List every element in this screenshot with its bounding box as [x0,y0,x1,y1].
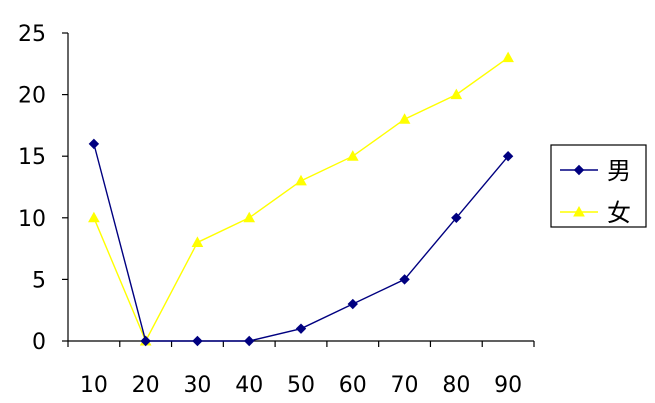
series-female [88,51,514,346]
data-point [192,335,203,347]
data-point [191,236,204,247]
y-tick-label: 0 [32,330,46,355]
axes [62,32,535,347]
legend: 男女 [550,144,647,228]
x-tick-label: 50 [287,373,315,398]
y-tick-label: 20 [18,84,46,109]
x-tick-label: 60 [339,373,367,398]
data-point [450,88,463,100]
legend-label: 男 [607,157,631,185]
y-tick-label: 10 [18,207,46,232]
series-line [93,57,509,343]
series-layer [88,51,514,347]
x-tick-label: 70 [391,373,419,398]
x-tick-label: 90 [494,373,522,398]
x-tick-label: 80 [442,373,470,398]
legend-label: 女 [607,199,631,227]
legend-marker [573,164,585,176]
x-tick-label: 10 [80,373,108,398]
data-point [140,335,151,347]
data-point [295,174,307,186]
series-male [88,138,514,347]
y-tick-label: 5 [32,268,46,293]
legend-marker [573,205,585,217]
data-point [295,323,307,334]
legend-item: 女 [560,199,631,227]
x-tick-label: 20 [132,373,160,398]
data-point [244,335,255,347]
x-tick-label: 40 [235,373,263,398]
y-tick-label: 25 [18,22,46,47]
x-tick-labels: 10 20 30 40 50 60 70 80 90 [80,373,522,398]
data-point [399,274,410,285]
legend-item: 男 [560,157,631,185]
y-tick-label: 15 [18,145,46,170]
data-point [502,150,514,162]
data-point [88,138,100,150]
data-point [398,113,411,124]
data-point [502,51,514,63]
data-point [346,150,359,161]
data-point [451,212,462,224]
data-point [243,211,256,223]
legend-box [550,144,647,228]
x-tick-label: 30 [183,373,211,398]
data-point [347,298,358,310]
series-line [93,143,509,342]
data-point [88,211,100,223]
y-tick-labels: 0 5 10 15 20 25 [18,22,46,355]
